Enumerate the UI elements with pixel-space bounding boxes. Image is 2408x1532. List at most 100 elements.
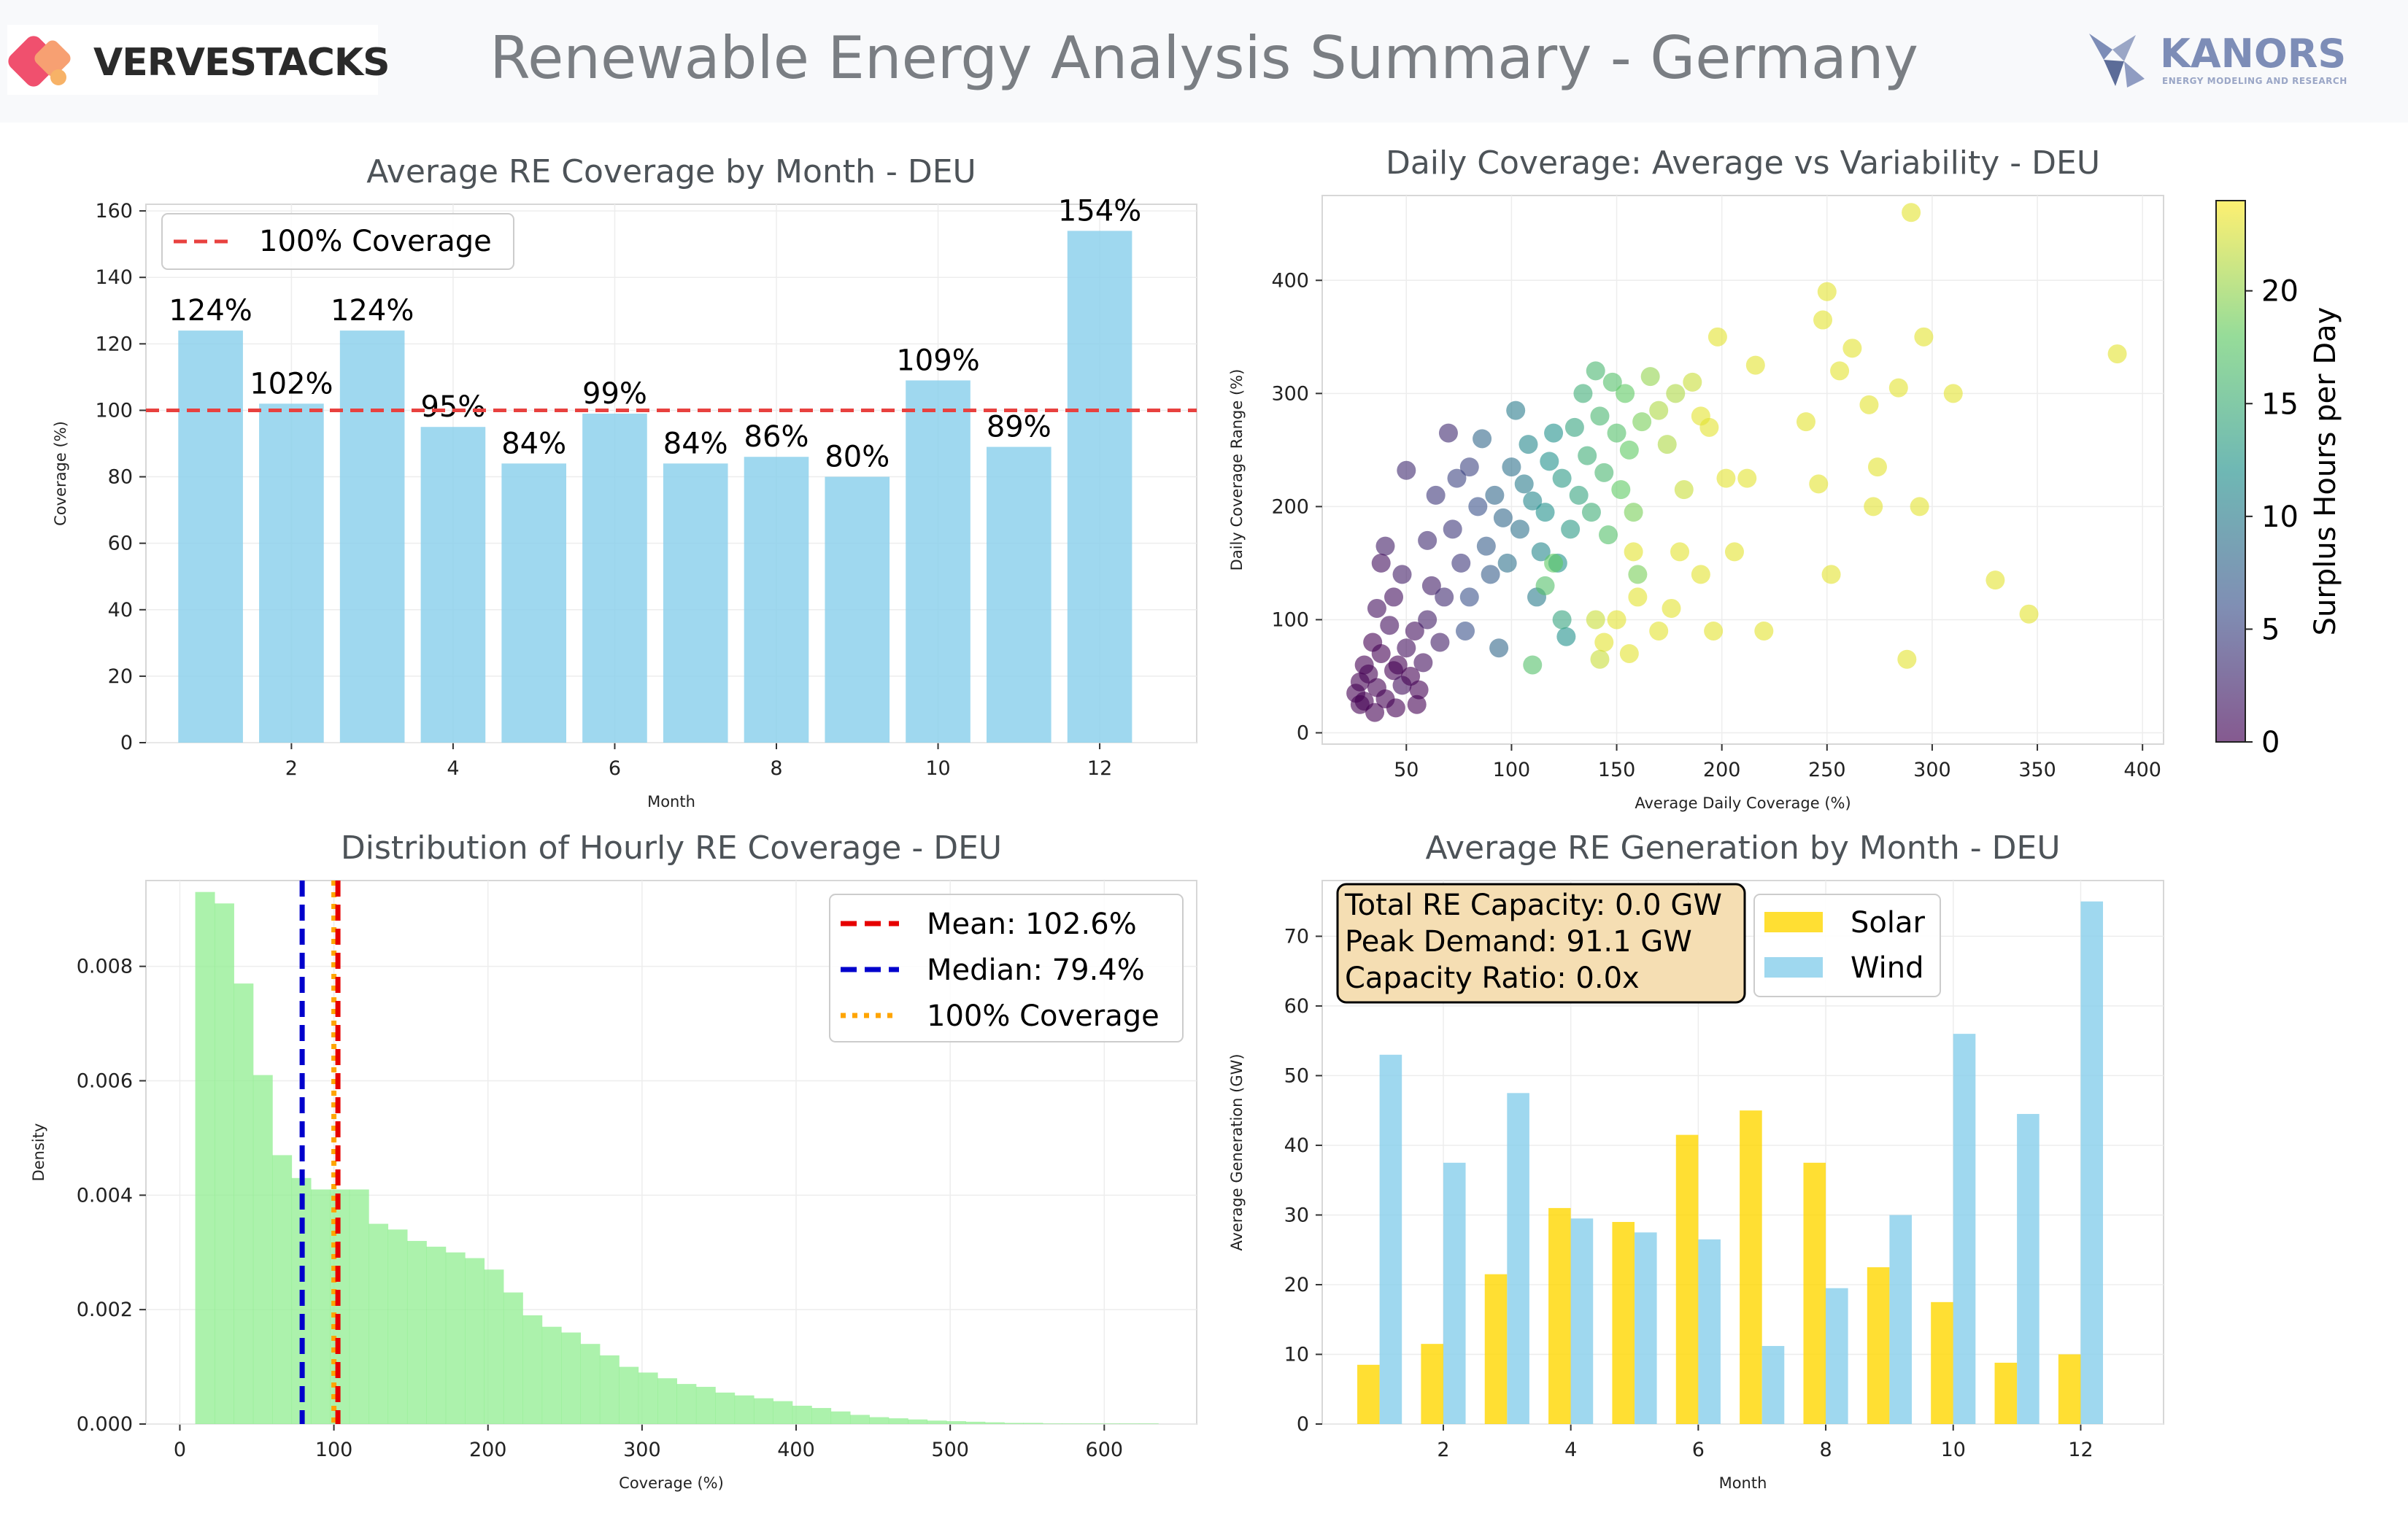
scatter-point	[1699, 417, 1719, 437]
legend: 100% Coverage	[161, 213, 514, 270]
y-tick-label: 300	[1271, 382, 1309, 405]
x-tick-label: 4	[447, 757, 459, 780]
wind-bar	[1761, 1346, 1785, 1424]
histogram-bin	[541, 1326, 562, 1424]
scatter-point	[1451, 553, 1471, 573]
histogram-bin	[1062, 1423, 1082, 1424]
colorbar-label: Surplus Hours per Day	[2309, 307, 2342, 636]
colorbar-tick-label: 15	[2261, 387, 2299, 421]
legend-swatch	[1764, 912, 1823, 932]
scatter-point	[1590, 406, 1610, 426]
x-tick-label: 4	[1564, 1439, 1577, 1461]
solar-bar	[1484, 1274, 1508, 1424]
y-tick-label: 0	[120, 732, 133, 754]
wind-bar	[1953, 1034, 1976, 1424]
coverage-bar	[339, 330, 405, 743]
scatter-point	[1518, 435, 1538, 454]
wind-bar	[1570, 1218, 1594, 1424]
scatter-point	[1649, 401, 1669, 420]
scatter-point	[1481, 565, 1500, 584]
scatter-point	[1456, 621, 1475, 641]
scatter-point	[1813, 310, 1833, 330]
scatter-point	[1405, 621, 1424, 641]
scatter-point	[1716, 468, 1736, 488]
bar-data-label: 84%	[663, 427, 728, 460]
x-tick-label: 100	[315, 1439, 353, 1461]
solar-bar	[1803, 1162, 1826, 1424]
scatter-point	[1435, 587, 1454, 607]
histogram-bin	[811, 1408, 832, 1424]
scatter-point	[1535, 576, 1555, 595]
y-tick-label: 0.000	[77, 1413, 133, 1436]
coverage-bar	[582, 414, 647, 743]
histogram-bin	[195, 891, 215, 1424]
histogram-bin	[580, 1344, 601, 1424]
scatter-point	[1365, 703, 1385, 722]
scatter-point	[1573, 384, 1593, 403]
y-tick-label: 50	[1284, 1064, 1309, 1087]
scatter-point	[1506, 401, 1526, 420]
y-tick-label: 0.002	[77, 1299, 133, 1321]
histogram-bin	[272, 1155, 293, 1424]
scatter-point	[1350, 695, 1370, 714]
scatter-point	[1640, 367, 1660, 387]
solar-bar	[1675, 1134, 1699, 1424]
histogram-bin	[984, 1422, 1005, 1424]
scatter-point	[1859, 395, 1879, 414]
histogram-bin	[503, 1292, 523, 1424]
scatter-point	[1552, 610, 1572, 630]
histogram-bin	[1004, 1423, 1024, 1424]
scatter-point	[1842, 338, 1862, 358]
scatter-point	[1363, 632, 1383, 652]
scatter-point	[1619, 440, 1639, 460]
histogram-bin	[406, 1241, 427, 1424]
histogram-bin	[426, 1246, 447, 1424]
scatter-point	[1556, 627, 1576, 646]
bar-data-label: 86%	[744, 420, 809, 454]
kanors-logo-icon	[2089, 34, 2145, 88]
scatter-point	[1737, 468, 1757, 488]
x-tick-label: 500	[931, 1439, 969, 1461]
scatter-point	[1426, 485, 1446, 505]
scatter-point	[1867, 457, 1887, 477]
scatter-point	[1830, 361, 1850, 381]
legend-label: 100% Coverage	[927, 999, 1159, 1033]
scatter-point	[1375, 536, 1395, 556]
scatter-point	[1821, 565, 1841, 584]
histogram-bin	[734, 1395, 755, 1424]
histogram-bin	[715, 1392, 736, 1424]
scatter-point	[1745, 355, 1765, 375]
x-tick-label: 350	[2018, 759, 2056, 781]
legend-label: Median: 79.4%	[927, 953, 1145, 987]
scatter-point	[1607, 610, 1626, 630]
scatter-point	[1586, 361, 1605, 381]
solar-bar	[1612, 1222, 1635, 1424]
scatter-point	[1817, 282, 1837, 301]
y-tick-label: 40	[108, 599, 133, 622]
histogram-bin	[561, 1332, 582, 1424]
scatter-point	[1599, 525, 1618, 545]
coverage-bar	[420, 427, 486, 743]
legend-swatch	[1764, 957, 1823, 978]
y-axis-label: Density	[30, 1123, 47, 1182]
histogram-bin	[368, 1223, 389, 1424]
x-tick-label: 400	[777, 1439, 815, 1461]
scatter-point	[1674, 480, 1694, 500]
kanors-logo: KANORS ENERGY MODELING AND RESEARCH	[2083, 28, 2347, 93]
scatter-point	[1888, 378, 1908, 398]
vervestacks-logo-text: VERVESTACKS	[93, 41, 390, 85]
y-tick-label: 140	[95, 266, 133, 289]
bar-data-label: 124%	[331, 294, 414, 328]
scatter-point	[1616, 384, 1635, 403]
legend: Solar Wind	[1753, 894, 1941, 997]
scatter-point	[1392, 565, 1412, 584]
solar-bar	[1931, 1301, 1953, 1424]
y-tick-label: 400	[1271, 269, 1309, 292]
y-tick-label: 80	[108, 466, 133, 489]
y-tick-label: 40	[1284, 1134, 1309, 1157]
histogram-bin	[599, 1355, 620, 1424]
scatter-point	[1544, 553, 1564, 573]
